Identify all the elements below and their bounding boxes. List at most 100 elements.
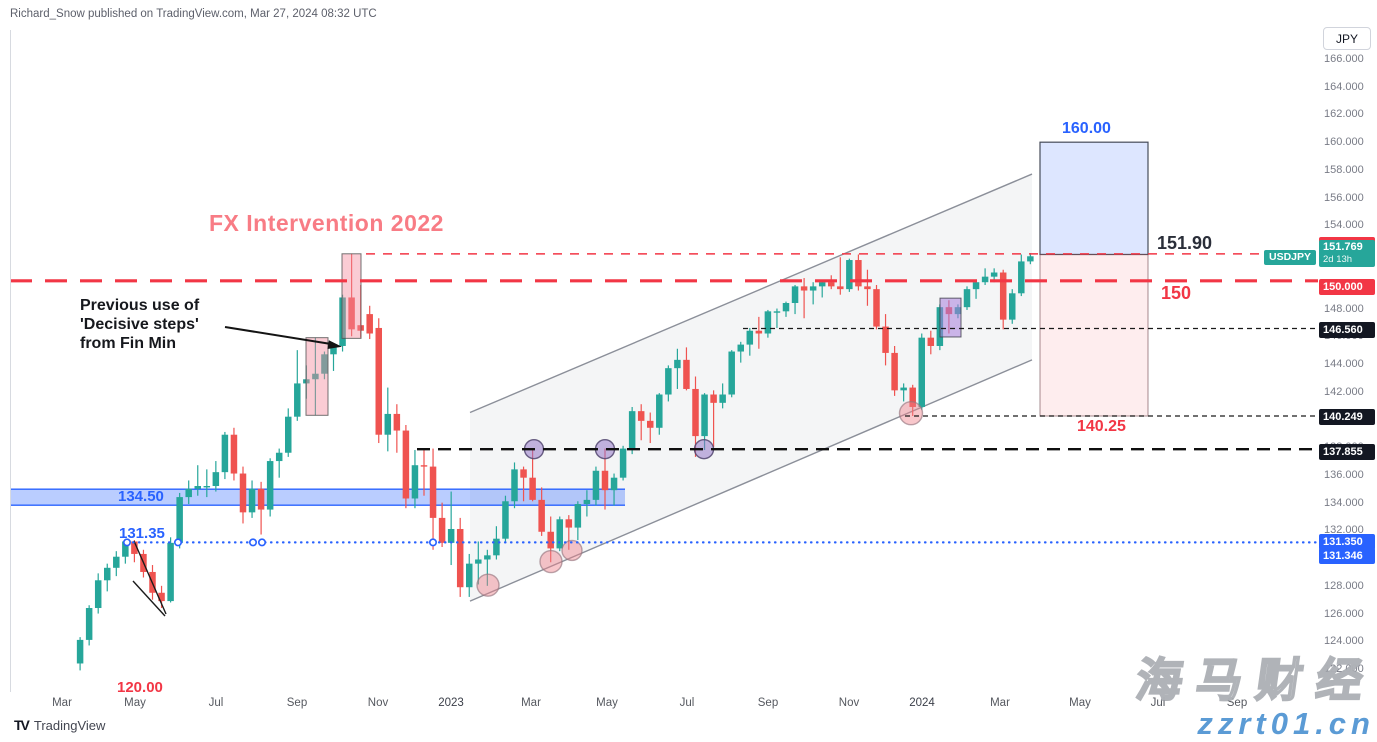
watermark-chinese-text: 海马财经 bbox=[1132, 653, 1377, 707]
lower-target-label: 140.25 bbox=[1077, 418, 1126, 435]
time-tick-label: Mar bbox=[990, 697, 1010, 709]
candle-body bbox=[999, 272, 1007, 320]
higher-low-circle[interactable] bbox=[539, 549, 563, 574]
risk-box-red[interactable] bbox=[1039, 253, 1149, 417]
chart-canvas[interactable]: FX Intervention 2022 Previous use of 'De… bbox=[0, 0, 1377, 692]
dotted-level-label: 131.35 bbox=[119, 525, 165, 542]
candle-body bbox=[76, 639, 84, 664]
candle-body bbox=[1009, 293, 1016, 320]
price-level-chip: 151.769 2d 13h bbox=[1319, 239, 1375, 267]
candle-body bbox=[755, 330, 763, 334]
candle-body bbox=[637, 411, 645, 421]
upper-target-label: 160.00 bbox=[1062, 120, 1111, 137]
candle-body bbox=[674, 359, 681, 369]
candle-body bbox=[610, 477, 618, 491]
dotted-line-anchor[interactable] bbox=[428, 538, 437, 547]
candle-body bbox=[1027, 256, 1034, 262]
candle-body bbox=[728, 351, 735, 395]
candle-body bbox=[447, 528, 455, 543]
time-tick-label: Jul bbox=[679, 697, 695, 709]
time-tick-label: Jul bbox=[208, 697, 224, 709]
price-level-chip: 131.350 bbox=[1319, 534, 1375, 551]
dotted-line-anchor[interactable] bbox=[249, 538, 258, 547]
tradingview-logo[interactable]: TV TradingView bbox=[14, 717, 105, 733]
price-tick-label: 134.000 bbox=[1324, 496, 1364, 509]
candle-body bbox=[701, 394, 708, 437]
price-band-134-50[interactable] bbox=[10, 489, 625, 506]
time-tick-label: Nov bbox=[367, 697, 389, 709]
time-tick-label: Sep bbox=[757, 697, 779, 709]
currency-axis-button[interactable]: JPY bbox=[1323, 27, 1371, 50]
candle-body bbox=[257, 488, 265, 510]
price-axis[interactable]: 166.000 164.000 162.000 160.000 158.000 156.0… bbox=[1318, 0, 1377, 742]
candle-body bbox=[809, 286, 817, 291]
candle-body bbox=[312, 373, 319, 380]
higher-low-circle[interactable] bbox=[476, 573, 500, 597]
channel-lower-line[interactable] bbox=[469, 359, 1033, 602]
candle-body bbox=[782, 303, 790, 312]
candle-body bbox=[828, 282, 835, 287]
channel-upper-line[interactable] bbox=[469, 173, 1033, 414]
time-tick-label: Mar bbox=[521, 697, 541, 709]
candle-body bbox=[846, 260, 853, 290]
candle-body bbox=[900, 387, 907, 391]
candle-body bbox=[158, 592, 165, 602]
target-box-blue[interactable] bbox=[1039, 141, 1149, 256]
candle-body bbox=[113, 556, 120, 568]
time-tick-label: Sep bbox=[1226, 697, 1248, 709]
candle-body bbox=[384, 413, 392, 435]
price-tick-label: 128.000 bbox=[1324, 579, 1364, 592]
candle-body bbox=[583, 499, 591, 505]
candle-body bbox=[285, 416, 292, 453]
candle-body bbox=[710, 394, 717, 403]
candle-body bbox=[411, 465, 419, 499]
intervention-oct-2022[interactable] bbox=[341, 253, 362, 339]
price-tick-label: 160.000 bbox=[1324, 136, 1364, 149]
wedge-trendline[interactable] bbox=[132, 580, 166, 617]
price-level-chip: 137.855 bbox=[1319, 444, 1375, 461]
breakout-level-label: 151.90 bbox=[1157, 233, 1213, 253]
inside-week-jan-2024[interactable] bbox=[939, 297, 962, 338]
dotted-line-anchor[interactable] bbox=[123, 538, 132, 547]
candle-body bbox=[800, 286, 808, 291]
candle-body bbox=[393, 413, 401, 431]
candle-body bbox=[529, 477, 536, 500]
candle-body bbox=[221, 434, 229, 473]
candle-body bbox=[656, 394, 663, 428]
band-level-label: 134.50 bbox=[118, 488, 164, 505]
candle-body bbox=[420, 465, 428, 467]
price-chart-svg[interactable] bbox=[0, 0, 1377, 692]
round-level-label: 150 bbox=[1161, 283, 1192, 303]
candle-body bbox=[402, 430, 410, 499]
price-tick-label: 162.000 bbox=[1324, 108, 1364, 121]
price-tick-label: 126.000 bbox=[1324, 607, 1364, 620]
decisive-steps-note: Previous use of 'Decisive steps' from Fi… bbox=[80, 296, 199, 353]
candle-body bbox=[592, 470, 600, 500]
candle-body bbox=[131, 541, 138, 554]
time-axis[interactable]: Mar May Jul Sep Nov 2023 Mar May Jul Sep Nov 2024 Ma… bbox=[0, 692, 1318, 720]
price-tick-label: 144.000 bbox=[1324, 358, 1364, 370]
price-tick-label: 142.000 bbox=[1324, 385, 1364, 398]
candle-body bbox=[438, 517, 446, 543]
price-level-chip: 150.000 bbox=[1319, 278, 1375, 295]
candle-body bbox=[818, 282, 826, 287]
candle-body bbox=[683, 359, 690, 389]
note-line-3: from Fin Min bbox=[80, 335, 176, 352]
candle-body bbox=[692, 388, 699, 437]
watermark-url-text: zzrt01.cn bbox=[1197, 706, 1375, 741]
candle-body bbox=[665, 368, 672, 395]
candle-body bbox=[963, 289, 971, 308]
note-line-1: Previous use of bbox=[80, 297, 200, 314]
intervention-sep-2022[interactable] bbox=[305, 337, 329, 416]
candle-body bbox=[791, 286, 799, 304]
higher-low-circle[interactable] bbox=[561, 539, 583, 562]
dotted-line-anchor[interactable] bbox=[174, 538, 183, 547]
wedge-trendline[interactable] bbox=[133, 540, 167, 615]
candle-body bbox=[520, 469, 527, 478]
time-tick-label: Sep bbox=[286, 697, 308, 709]
price-level-chip: 140.249 bbox=[1319, 409, 1375, 425]
candle-body bbox=[239, 473, 247, 513]
higher-low-circle[interactable] bbox=[898, 401, 924, 426]
plot-area[interactable] bbox=[10, 141, 1318, 671]
dotted-line-anchor[interactable] bbox=[257, 538, 266, 547]
